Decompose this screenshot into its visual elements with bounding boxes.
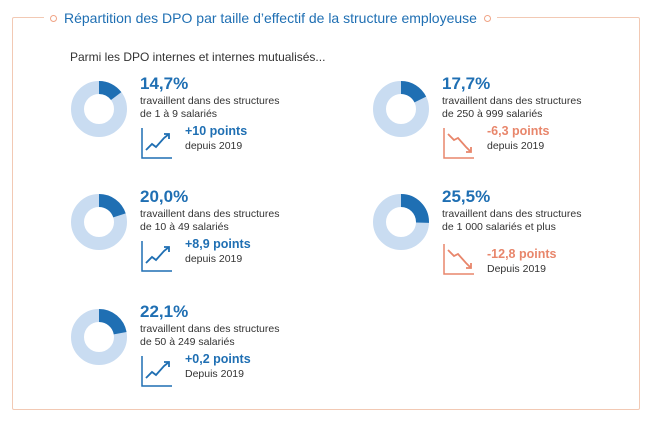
stat-card: 25,5% travaillent dans des structures de… — [372, 187, 622, 293]
percentage-value: 25,5% — [442, 187, 491, 206]
title-left-dot — [50, 14, 57, 22]
description-line: travaillent dans des structures — [140, 95, 280, 107]
description: travaillent dans des structures de 1 000… — [442, 208, 622, 233]
stat-card: 22,1% travaillent dans des structures de… — [70, 302, 320, 408]
percentage-value: 17,7% — [442, 74, 491, 93]
stat-card: 14,7% travaillent dans des structures de… — [70, 74, 320, 180]
stat-card: 20,0% travaillent dans des structures de… — [70, 187, 320, 293]
delta-period: Depuis 2019 — [185, 368, 244, 380]
page-title: Répartition des DPO par taille d’effecti… — [64, 10, 477, 26]
trend-up-icon — [141, 241, 172, 272]
description: travaillent dans des structures de 10 à … — [140, 208, 320, 233]
donut-slice — [373, 194, 429, 250]
description: travaillent dans des structures de 1 à 9… — [140, 95, 320, 120]
donut-chart — [71, 81, 127, 137]
percentage-value: 14,7% — [140, 74, 189, 93]
donut-chart — [373, 194, 429, 250]
percentage-value: 22,1% — [140, 302, 189, 321]
delta-period: depuis 2019 — [487, 140, 545, 152]
trend-up-icon — [141, 128, 172, 159]
donut-chart — [71, 194, 127, 250]
description-line: travaillent dans des structures — [442, 95, 582, 107]
trend-up-icon — [141, 356, 172, 387]
delta-value: -6,3 points — [487, 124, 550, 138]
donut-slice — [71, 194, 127, 250]
delta-value: +0,2 points — [185, 352, 251, 366]
donut-chart — [71, 309, 127, 365]
donut-slice — [71, 81, 127, 137]
description-line: travaillent dans des structures — [140, 208, 280, 220]
description-line: de 250 à 999 salariés — [442, 107, 543, 120]
delta-period: depuis 2019 — [185, 253, 243, 265]
delta-value: +8,9 points — [185, 237, 251, 251]
donut-slice — [373, 81, 429, 137]
description-line: de 1 à 9 salariés — [140, 107, 218, 120]
donut-slice — [71, 309, 127, 365]
description-line: travaillent dans des structures — [442, 208, 582, 220]
title-right-dot — [483, 14, 491, 22]
title-bar: Répartition des DPO par taille d’effecti… — [44, 8, 497, 28]
description-line: de 10 à 49 salariés — [140, 220, 229, 233]
delta-period: depuis 2019 — [185, 140, 243, 152]
description-line: de 50 à 249 salariés — [140, 335, 235, 348]
description: travaillent dans des structures de 250 à… — [442, 95, 622, 120]
percentage-value: 20,0% — [140, 187, 189, 206]
description: travaillent dans des structures de 50 à … — [140, 323, 320, 348]
trend-down-icon — [443, 128, 474, 159]
delta-value: -12,8 points — [487, 247, 557, 261]
description-line: de 1 000 salariés et plus — [442, 220, 556, 233]
subtitle: Parmi les DPO internes et internes mutua… — [70, 50, 326, 64]
description-line: travaillent dans des structures — [140, 323, 280, 335]
delta-value: +10 points — [185, 124, 248, 138]
donut-chart — [373, 81, 429, 137]
stat-card: 17,7% travaillent dans des structures de… — [372, 74, 622, 180]
delta-period: Depuis 2019 — [487, 263, 546, 275]
trend-down-icon — [443, 244, 474, 275]
